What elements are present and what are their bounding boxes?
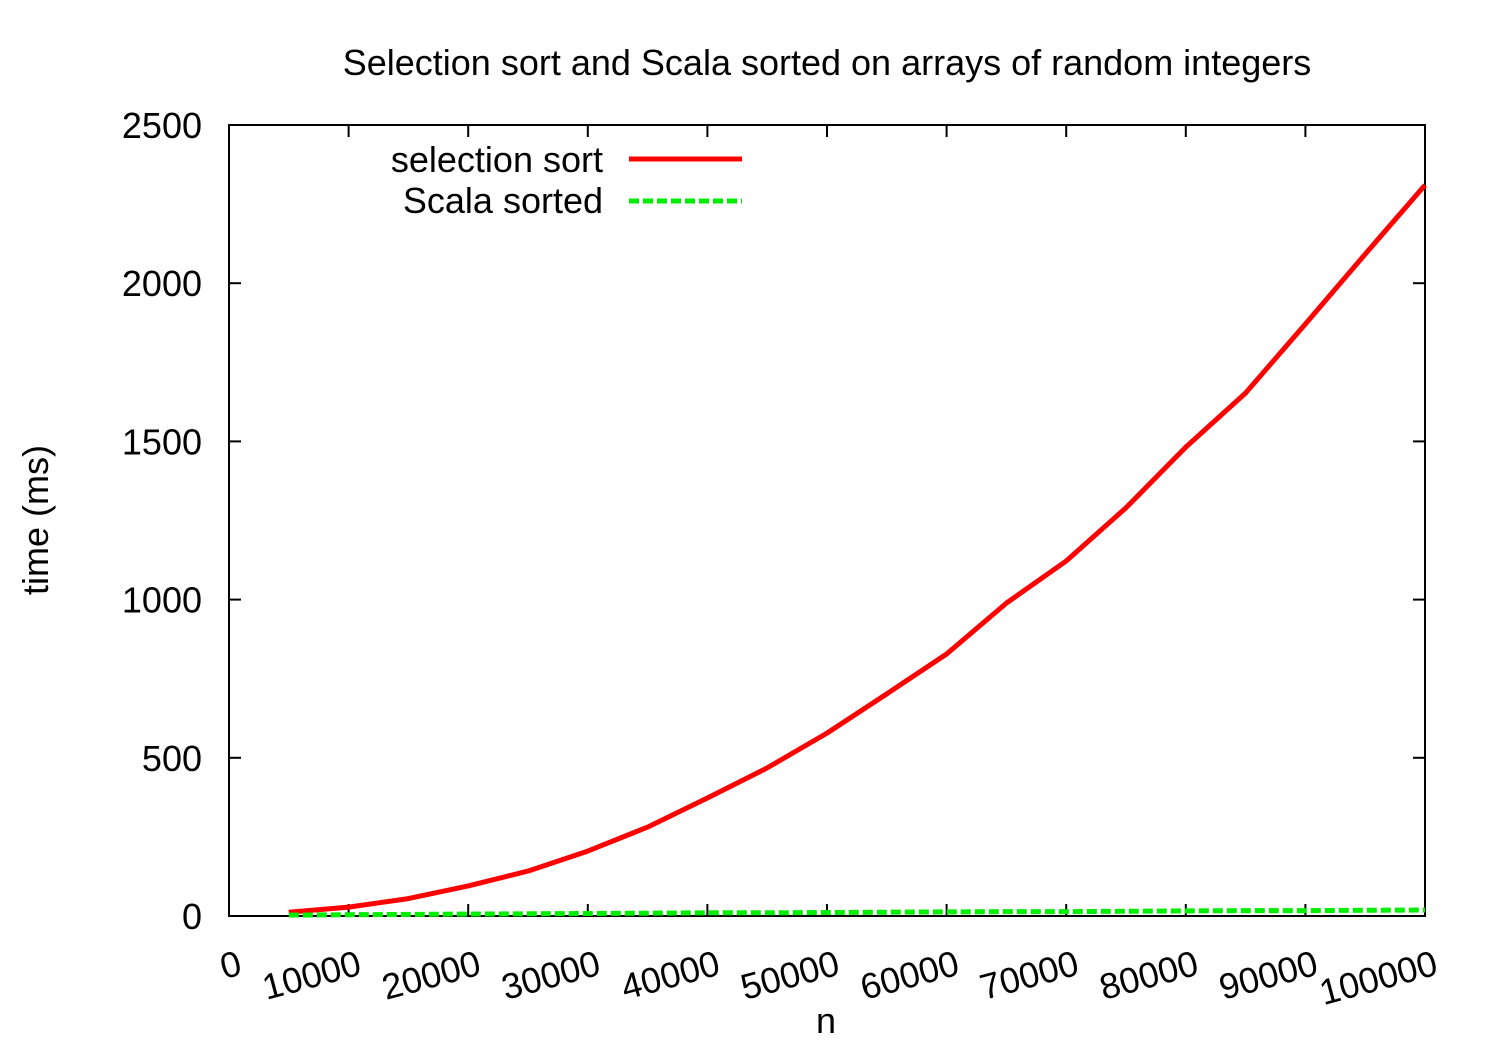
series-line-scala-sorted bbox=[288, 907, 1426, 918]
legend-item-selection-sort: selection sort bbox=[391, 139, 742, 180]
legend: selection sort Scala sorted bbox=[391, 139, 742, 221]
x-tick-label: 40000 bbox=[617, 942, 724, 1008]
series-lines bbox=[288, 183, 1427, 918]
x-tick-label: 10000 bbox=[258, 942, 365, 1008]
x-tick-label: 30000 bbox=[497, 942, 604, 1008]
legend-label: selection sort bbox=[391, 139, 603, 180]
x-tick-label: 80000 bbox=[1095, 942, 1202, 1008]
y-tick-label: 1000 bbox=[122, 580, 202, 621]
legend-item-scala-sorted: Scala sorted bbox=[403, 180, 742, 221]
y-tick-label: 1500 bbox=[122, 421, 202, 462]
y-axis-label: time (ms) bbox=[15, 445, 56, 595]
axis-ticks bbox=[228, 124, 1426, 917]
y-tick-label: 2500 bbox=[122, 105, 202, 146]
x-tick-label: 50000 bbox=[736, 942, 843, 1008]
x-tick-label: 70000 bbox=[975, 942, 1082, 1008]
x-tick-label: 0 bbox=[216, 942, 246, 987]
legend-label: Scala sorted bbox=[403, 180, 603, 221]
x-tick-label: 60000 bbox=[856, 942, 963, 1008]
series-line-selection-sort bbox=[288, 183, 1427, 915]
y-tick-label: 500 bbox=[142, 738, 202, 779]
y-tick-label: 0 bbox=[182, 896, 202, 937]
chart-title: Selection sort and Scala sorted on array… bbox=[343, 42, 1312, 83]
x-tick-label: 100000 bbox=[1315, 942, 1442, 1013]
x-axis-label: n bbox=[816, 1000, 836, 1041]
y-tick-label: 2000 bbox=[122, 263, 202, 304]
x-tick-label: 90000 bbox=[1215, 942, 1322, 1008]
y-axis-tick-labels: 0 500 1000 1500 2000 2500 bbox=[122, 105, 202, 937]
x-tick-label: 20000 bbox=[377, 942, 484, 1008]
plot-area bbox=[228, 124, 1426, 917]
